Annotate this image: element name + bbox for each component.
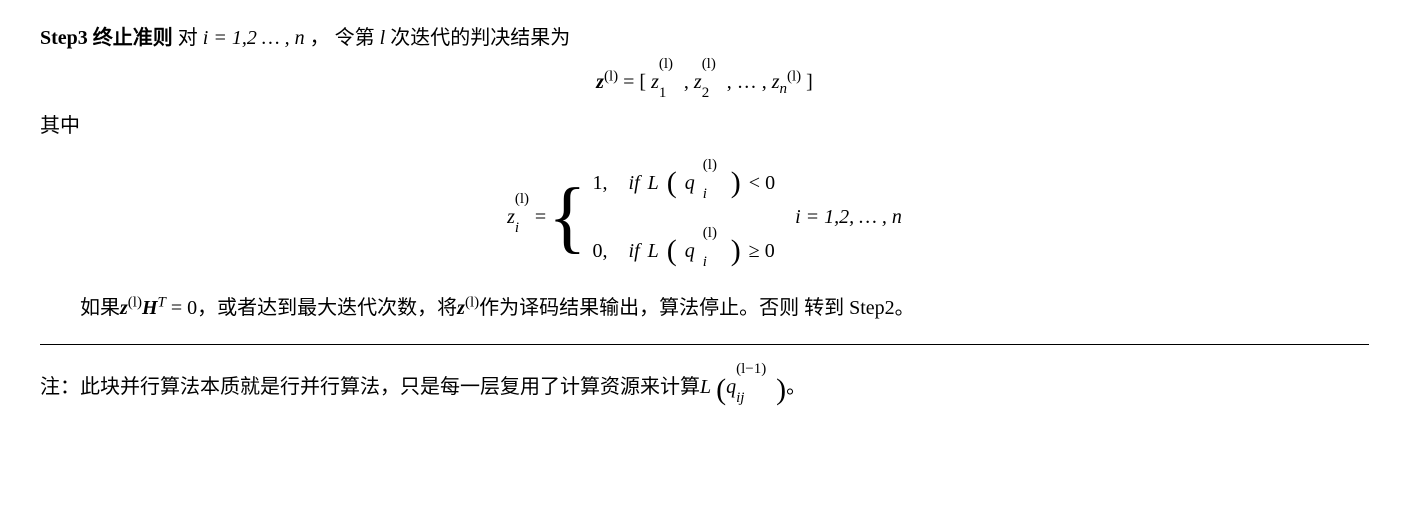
case1-cmp: < 0 xyxy=(749,165,775,201)
case2-q: q xyxy=(685,233,695,269)
note-period: 。 xyxy=(786,376,806,398)
case-row-1: 1, if L ( q(l)ixx ) < 0 xyxy=(593,156,776,210)
eq1-close: ] xyxy=(806,71,813,93)
case2-lparen: ( xyxy=(667,224,677,278)
conclusion-para: 如果z(l)HT = 0，或者达到最大迭代次数，将z(l)作为译码结果输出，算法… xyxy=(40,290,1369,326)
case2-L: L xyxy=(648,233,659,269)
eq1-sep1: , xyxy=(684,71,694,93)
concl-z: z xyxy=(120,297,128,319)
cases-range: i = 1,2, … , n xyxy=(795,199,902,235)
concl-H: H xyxy=(142,297,158,319)
step3-irange: i = 1,2 … , n xyxy=(203,27,305,49)
case2-val: 0, xyxy=(593,233,608,269)
eq1-zn-sup: (l) xyxy=(787,68,801,84)
case1-L: L xyxy=(648,165,659,201)
cases-eq: = xyxy=(535,199,546,235)
cases-lhs: z(l)ixx = { 1, if L ( q(l)ixx ) < 0 0, i… xyxy=(507,156,775,278)
case1-q: q xyxy=(685,165,695,201)
case2-if: if xyxy=(629,233,640,269)
divider xyxy=(40,344,1369,345)
concl-text2: ，或者达到最大迭代次数，将 xyxy=(197,297,457,319)
case1-val: 1, xyxy=(593,165,608,201)
concl-z2-sup: (l) xyxy=(465,294,479,310)
where-label: 其中 xyxy=(40,108,1369,144)
note-label: 注：此块并行算法本质就是行并行算法，只是每一层复用了计算资源来计算 xyxy=(40,376,700,398)
concl-eq0: = 0 xyxy=(166,297,197,319)
case2-cmp: ≥ 0 xyxy=(749,233,775,269)
eq1-z: z xyxy=(596,71,604,93)
case-row-2: 0, if L ( q(l)ixx ) ≥ 0 xyxy=(593,224,776,278)
case1-lparen: ( xyxy=(667,156,677,210)
note-q: q xyxy=(726,376,736,398)
step3-comma: ， xyxy=(310,27,330,49)
note-rparen: ) xyxy=(776,373,786,406)
step3-l: l xyxy=(380,27,386,49)
cases-equation: z(l)ixx = { 1, if L ( q(l)ixx ) < 0 0, i… xyxy=(40,156,1369,278)
eq1-zn-sub: n xyxy=(779,81,787,97)
case2-rparen: ) xyxy=(731,224,741,278)
cases-z: z xyxy=(507,199,515,235)
step3-label: Step3 终止准则 xyxy=(40,27,173,49)
cases-body: 1, if L ( q(l)ixx ) < 0 0, if L ( q(l)ix… xyxy=(593,156,776,278)
eq1-z1: z xyxy=(651,71,659,93)
eq1-z2: z xyxy=(694,71,702,93)
equation-z-vector: z(l) = [ z(l)1xx , z(l)2xx , … , zn(l) ] xyxy=(40,64,1369,100)
case1-if: if xyxy=(629,165,640,201)
eq1-eq: = xyxy=(623,71,639,93)
left-brace-icon: { xyxy=(548,177,586,257)
step3-opening: 对 xyxy=(178,27,203,49)
eq1-open: [ xyxy=(639,71,646,93)
concl-text3: 作为译码结果输出，算法停止。否则 转到 Step2。 xyxy=(479,297,915,319)
eq1-z-sup: (l) xyxy=(604,68,618,84)
concl-H-sup: T xyxy=(158,294,166,310)
eq1-ell: , … , xyxy=(727,71,772,93)
case1-rparen: ) xyxy=(731,156,741,210)
note-lparen: ( xyxy=(716,373,726,406)
step3-text1: 令第 xyxy=(335,27,380,49)
note-para: 注：此块并行算法本质就是行并行算法，只是每一层复用了计算资源来计算L (q(l−… xyxy=(40,363,1369,417)
note-L: L xyxy=(700,376,711,398)
concl-text1: 如果 xyxy=(80,297,120,319)
concl-z-sup: (l) xyxy=(128,294,142,310)
step3-text2: 次迭代的判决结果为 xyxy=(390,27,570,49)
concl-z2: z xyxy=(457,297,465,319)
